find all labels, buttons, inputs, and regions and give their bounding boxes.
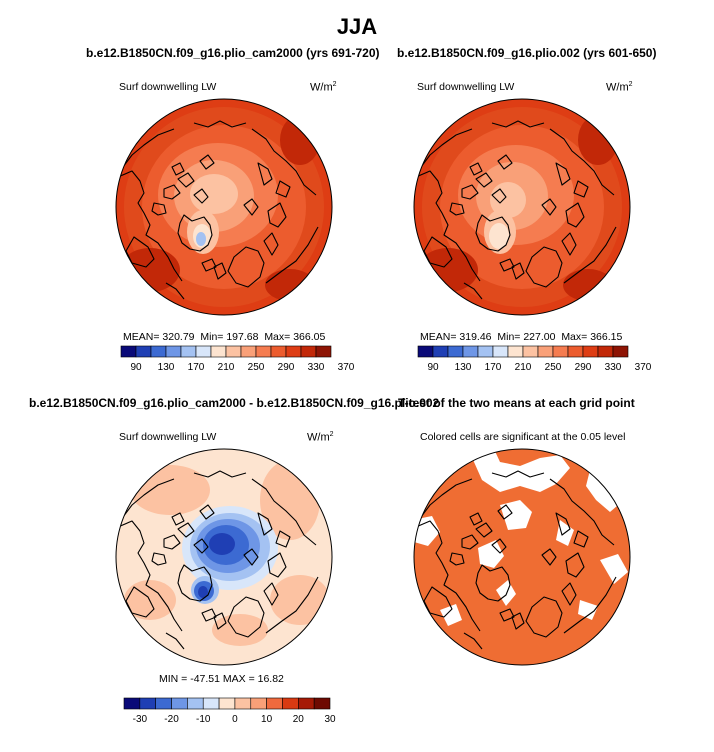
panel1-units: W/m2 bbox=[310, 81, 337, 94]
panel2-colorbar-tick-label: 330 bbox=[605, 362, 622, 373]
panel1-colorbar-swatch bbox=[135, 345, 152, 358]
panel3-colorbar-swatch bbox=[123, 697, 141, 710]
panel2-colorbar: 90 130 170 210 250 290 330 370 bbox=[417, 345, 652, 373]
panel3-title: b.e12.B1850CN.f09_g16.plio_cam2000 - b.e… bbox=[29, 396, 440, 410]
panel3-colorbar-swatch bbox=[218, 697, 236, 710]
panel2-colorbar-swatch bbox=[537, 345, 554, 358]
panel1-colorbar-swatch bbox=[210, 345, 227, 358]
panel4-subtitle: Colored cells are significant at the 0.0… bbox=[420, 431, 626, 443]
panel1-colorbar-swatch bbox=[255, 345, 272, 358]
panel1-colorbar-tick-label: 330 bbox=[308, 362, 325, 373]
panel2-colorbar-tick-label: 370 bbox=[635, 362, 652, 373]
panel2-colorbar-tick-label: 290 bbox=[575, 362, 592, 373]
panel2-colorbar-swatch bbox=[597, 345, 614, 358]
panel2-colorbar-swatch bbox=[567, 345, 584, 358]
panel2-colorbar-swatch bbox=[552, 345, 569, 358]
panel2-colorbar-swatch bbox=[477, 345, 494, 358]
panel3-colorbar-swatch bbox=[266, 697, 283, 710]
panel4-title: T-test of the two means at each grid poi… bbox=[398, 396, 635, 410]
panel1-colorbar-swatch bbox=[195, 345, 212, 358]
panel3-colorbar-swatch bbox=[139, 697, 156, 710]
panel3-colorbar-swatch bbox=[187, 697, 204, 710]
panel1-colorbar-tick-label: 170 bbox=[188, 362, 205, 373]
panel3-colorbar-swatch bbox=[313, 697, 331, 710]
panel3-stats: MIN = -47.51 MAX = 16.82 bbox=[159, 673, 284, 685]
panel2-colorbar-swatch bbox=[417, 345, 434, 358]
panel1-stats: MEAN= 320.79 Min= 197.68 Max= 366.05 bbox=[123, 331, 326, 343]
panel2-units: W/m2 bbox=[606, 81, 633, 94]
panel1-colorbar: 90 130 170 210 250 290 330 370 bbox=[120, 345, 355, 373]
panel1-title: b.e12.B1850CN.f09_g16.plio_cam2000 (yrs … bbox=[86, 46, 380, 60]
figure-title: JJA bbox=[336, 14, 378, 39]
panel1-colorbar-swatch bbox=[225, 345, 242, 358]
panel3-colorbar-swatch bbox=[202, 697, 220, 710]
panel3-colorbar-swatch bbox=[155, 697, 172, 710]
panel2-colorbar-swatch bbox=[462, 345, 479, 358]
panel3-colorbar-tick-label: 30 bbox=[324, 714, 336, 725]
panel2-colorbar-tick-label: 90 bbox=[427, 362, 439, 373]
panel2-colorbar-swatch bbox=[522, 345, 539, 358]
panel3-colorbar-tick-label: 10 bbox=[261, 714, 273, 725]
panel4-map bbox=[414, 449, 630, 665]
panel2-stats: MEAN= 319.46 Min= 227.00 Max= 366.15 bbox=[420, 331, 623, 343]
panel3-colorbar-swatch bbox=[250, 697, 267, 710]
panel3-map bbox=[116, 449, 332, 665]
panel1-colorbar-swatch bbox=[180, 345, 197, 358]
panel1-colorbar-swatch bbox=[300, 345, 317, 358]
panel2-colorbar-swatch bbox=[582, 345, 599, 358]
panel3-colorbar-tick-label: -20 bbox=[164, 714, 179, 725]
panel1-colorbar-tick-label: 250 bbox=[248, 362, 265, 373]
panel1-map bbox=[116, 99, 332, 315]
panel3-colorbar-swatch bbox=[282, 697, 299, 710]
panel1-colorbar-swatch bbox=[315, 345, 332, 358]
panel1-colorbar-tick-label: 210 bbox=[218, 362, 235, 373]
panel3-variable-label: Surf downwelling LW bbox=[119, 431, 217, 443]
panel1-colorbar-tick-label: 290 bbox=[278, 362, 295, 373]
panel2-colorbar-tick-label: 210 bbox=[515, 362, 532, 373]
panel1-colorbar-swatch bbox=[285, 345, 302, 358]
panel2-colorbar-swatch bbox=[612, 345, 629, 358]
panel1-colorbar-swatch bbox=[240, 345, 257, 358]
panel3-colorbar-swatch bbox=[234, 697, 252, 710]
panel1-colorbar-tick-label: 370 bbox=[338, 362, 355, 373]
panel3-colorbar-tick-label: 0 bbox=[232, 714, 238, 725]
panel2-colorbar-tick-label: 250 bbox=[545, 362, 562, 373]
panel2-map bbox=[414, 99, 630, 315]
panel3-colorbar-tick-label: -30 bbox=[133, 714, 148, 725]
panel2-colorbar-swatch bbox=[447, 345, 464, 358]
panel2-colorbar-tick-label: 130 bbox=[455, 362, 472, 373]
panel1-variable-label: Surf downwelling LW bbox=[119, 81, 217, 93]
panel1-colorbar-swatch bbox=[270, 345, 287, 358]
panel2-colorbar-tick-label: 170 bbox=[485, 362, 502, 373]
panel3-colorbar-tick-label: -10 bbox=[196, 714, 211, 725]
panel1-colorbar-swatch bbox=[150, 345, 167, 358]
panel1-colorbar-tick-label: 130 bbox=[158, 362, 175, 373]
panel1-colorbar-swatch bbox=[165, 345, 182, 358]
panel3-units: W/m2 bbox=[307, 431, 334, 444]
panel2-colorbar-swatch bbox=[507, 345, 524, 358]
panel3-colorbar-swatch bbox=[171, 697, 188, 710]
panel2-title: b.e12.B1850CN.f09_g16.plio.002 (yrs 601-… bbox=[397, 46, 657, 60]
panel1-colorbar-swatch bbox=[120, 345, 137, 358]
panel3-colorbar-tick-label: 20 bbox=[293, 714, 305, 725]
panel3-colorbar: -30 -20 -10 0 10 20 30 bbox=[123, 697, 336, 725]
panel2-variable-label: Surf downwelling LW bbox=[417, 81, 515, 93]
panel1-colorbar-tick-label: 90 bbox=[130, 362, 142, 373]
panel2-colorbar-swatch bbox=[432, 345, 449, 358]
panel3-colorbar-swatch bbox=[298, 697, 315, 710]
panel2-colorbar-swatch bbox=[492, 345, 509, 358]
